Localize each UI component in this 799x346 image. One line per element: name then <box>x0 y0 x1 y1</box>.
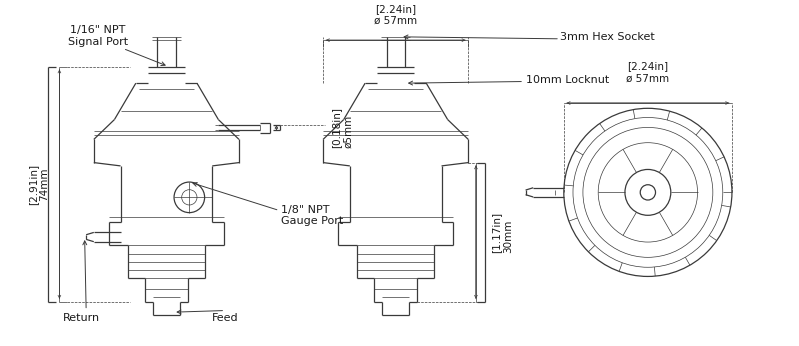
Text: Feed: Feed <box>213 313 239 323</box>
Text: 3mm Hex Socket: 3mm Hex Socket <box>560 32 654 42</box>
Text: [2.24in]
ø 57mm: [2.24in] ø 57mm <box>626 62 670 83</box>
Text: [2.91in]
74mm: [2.91in] 74mm <box>28 164 50 205</box>
Text: 1/8" NPT
Gauge Port: 1/8" NPT Gauge Port <box>281 205 344 226</box>
Text: 10mm Locknut: 10mm Locknut <box>526 75 609 85</box>
Text: [2.24in]
ø 57mm: [2.24in] ø 57mm <box>374 4 417 25</box>
Text: [1.17in]
30mm: [1.17in] 30mm <box>491 211 513 253</box>
Text: Return: Return <box>63 313 101 323</box>
Text: 1/16" NPT
Signal Port: 1/16" NPT Signal Port <box>68 25 128 47</box>
Text: [0.18in]
ø5mm: [0.18in] ø5mm <box>332 107 353 148</box>
